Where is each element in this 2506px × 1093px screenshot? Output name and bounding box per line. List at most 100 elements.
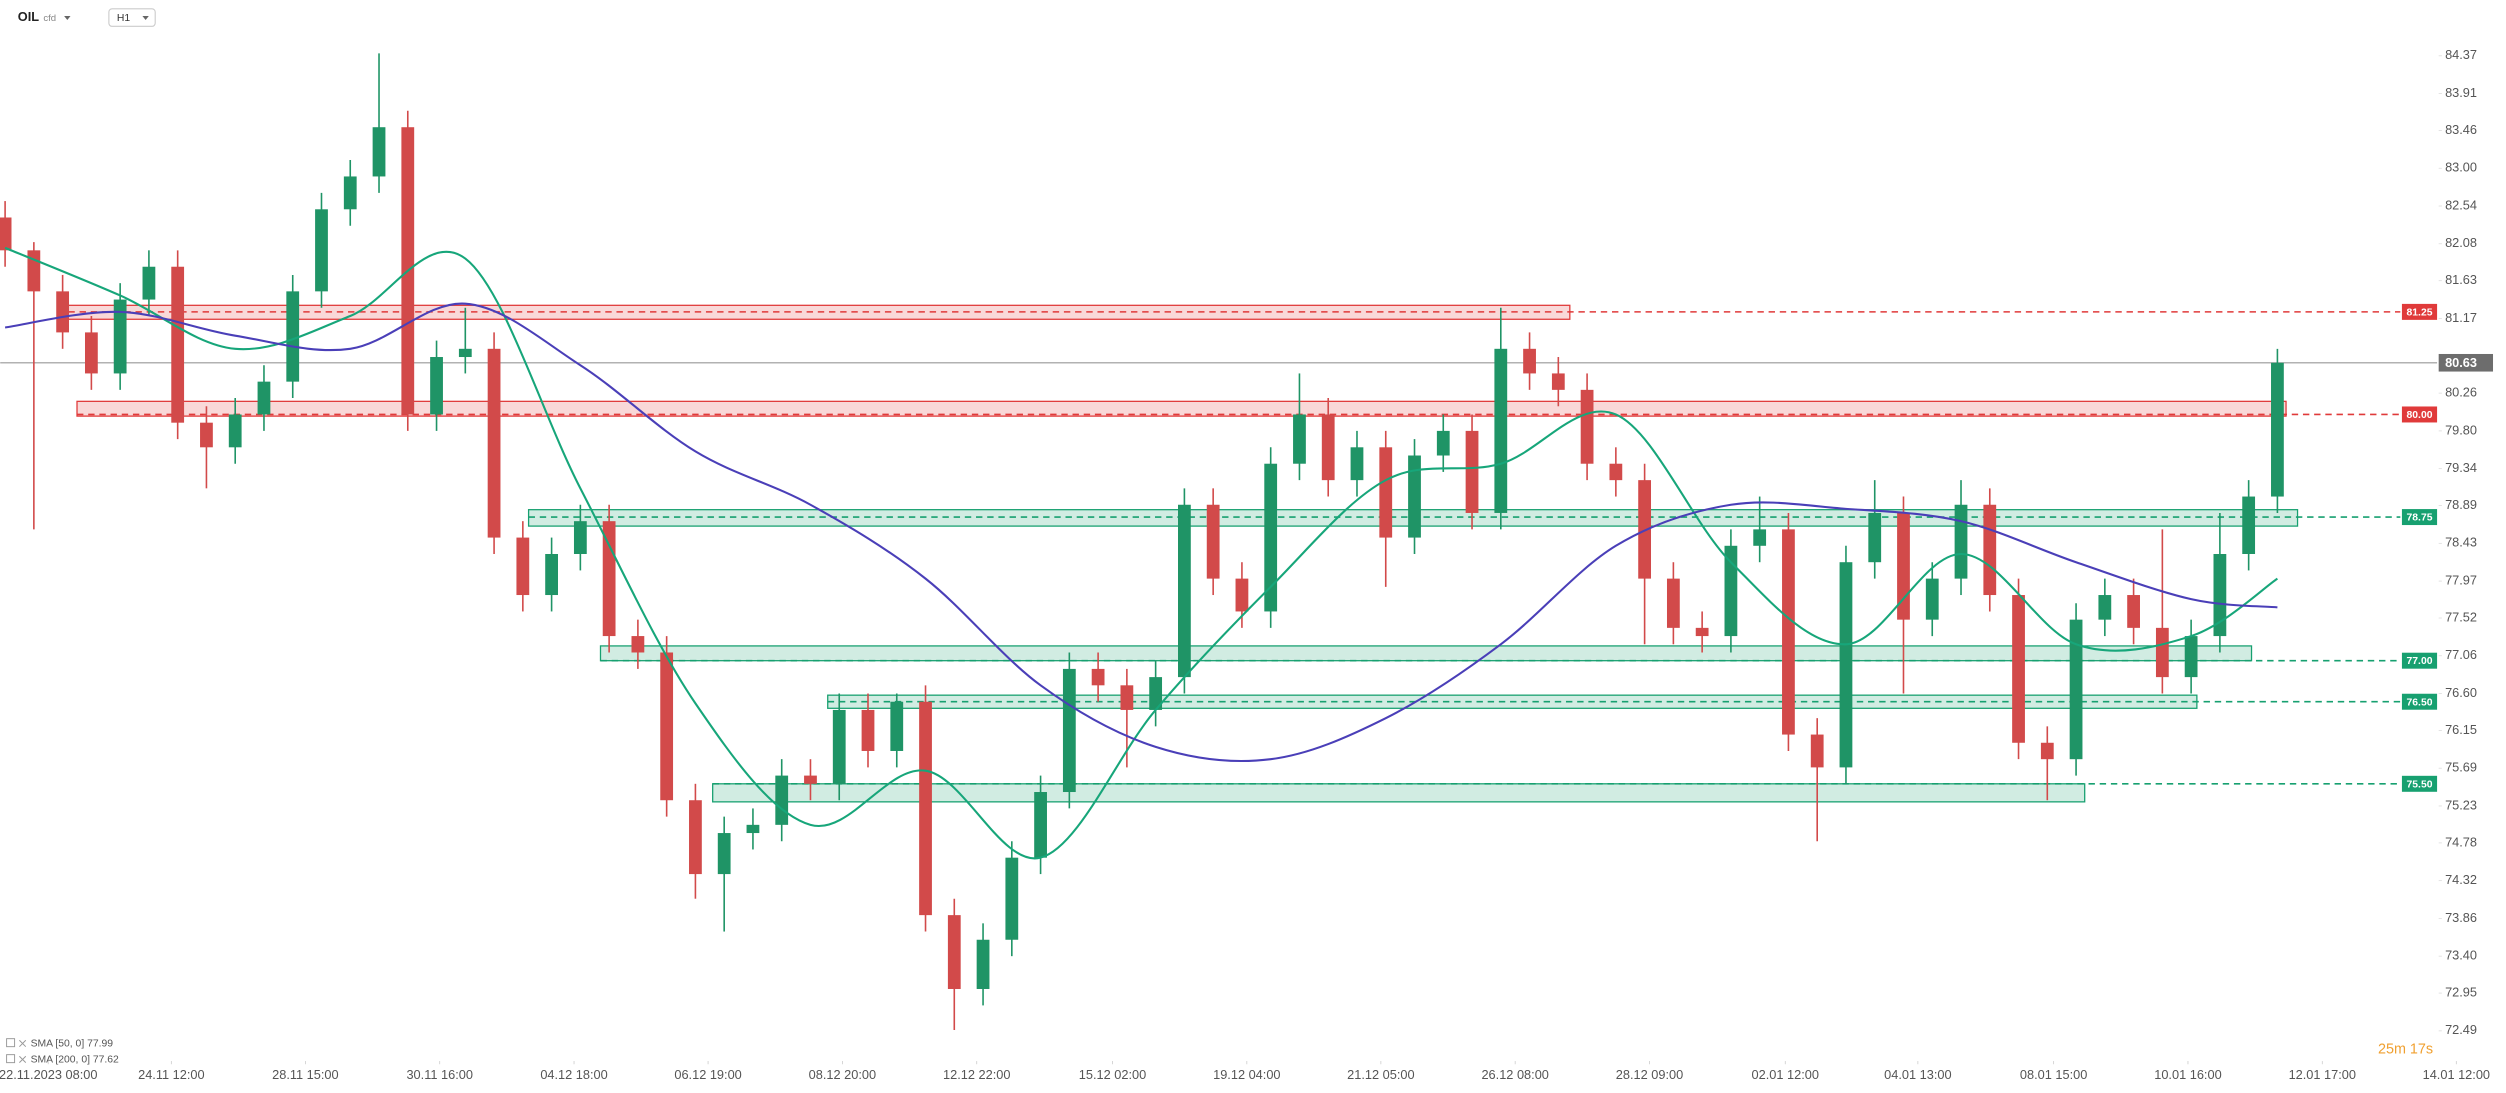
candle-body [573, 521, 587, 554]
y-tick-label: 74.32 [2445, 872, 2477, 887]
candle-body [2098, 595, 2112, 620]
candle-body [1465, 430, 1479, 513]
y-tick-label: 73.40 [2445, 948, 2477, 963]
y-tick-label: 80.26 [2445, 385, 2477, 400]
y-tick-label: 76.60 [2445, 685, 2477, 700]
candle-body [861, 709, 875, 751]
timeframe-dropdown-arrow[interactable] [142, 15, 149, 20]
candle-body [2127, 595, 2140, 628]
candle-body [2155, 627, 2169, 678]
y-tick-label: 72.95 [2445, 984, 2477, 999]
candle-body [1005, 857, 1019, 940]
y-tick-label: 83.91 [2445, 85, 2477, 100]
level-label: 78.75 [2407, 513, 2433, 524]
x-tick-label: 08.01 15:00 [2020, 1067, 2087, 1082]
candle-body [1551, 373, 1565, 390]
candle-body [804, 775, 817, 784]
candle-body [2184, 636, 2198, 678]
timeframe[interactable]: H1 [117, 13, 130, 24]
y-tick-label: 83.00 [2445, 160, 2477, 175]
candle-body [717, 833, 731, 875]
legend-icon [6, 1054, 16, 1064]
header: OIL cfd H1 [18, 8, 156, 27]
candle-body [1149, 677, 1163, 710]
x-tick-label: 08.12 20:00 [809, 1067, 876, 1082]
x-tick-label: 06.12 19:00 [674, 1067, 741, 1082]
x-tick-label: 15.12 02:00 [1079, 1067, 1146, 1082]
candle-body [516, 537, 530, 596]
y-tick-label: 81.17 [2445, 310, 2477, 325]
y-tick-label: 74.78 [2445, 834, 2477, 849]
candle-body [200, 422, 213, 448]
candle-body [775, 775, 789, 825]
x-tick-label: 04.12 18:00 [540, 1067, 607, 1082]
candle-body [1724, 545, 1738, 637]
candle-body [2012, 595, 2025, 743]
x-tick-label: 26.12 08:00 [1481, 1067, 1548, 1082]
level-label-box [2401, 406, 2438, 423]
y-tick-label: 82.54 [2445, 197, 2477, 212]
legend-value: 77.62 [93, 1054, 119, 1065]
candle-body [1436, 430, 1450, 456]
symbol-dropdown-arrow[interactable] [64, 15, 71, 20]
level-label: 80.00 [2407, 410, 2433, 421]
countdown: 25m 17s [2378, 1042, 2433, 1058]
y-tick-label: 72.49 [2445, 1022, 2477, 1037]
candle-body [1408, 455, 1421, 538]
level-label-box [2401, 303, 2438, 320]
candle-body [84, 332, 98, 374]
candle-body [171, 266, 185, 423]
y-tick-label: 76.15 [2445, 722, 2477, 737]
candle-body [947, 915, 961, 989]
candle-body [746, 824, 760, 834]
x-tick-label: 12.01 17:00 [2289, 1067, 2356, 1082]
candle-body [1379, 447, 1393, 538]
candle-body [1062, 668, 1076, 793]
candle-body [890, 701, 904, 751]
candle-body [458, 348, 472, 358]
level-label-box [2401, 509, 2438, 526]
candle-body [1523, 348, 1536, 374]
candle-body [430, 357, 443, 415]
y-tick-label: 84.37 [2445, 47, 2477, 62]
candle-body [832, 709, 846, 784]
candle-body [1034, 792, 1047, 858]
y-tick-label: 75.69 [2445, 760, 2477, 775]
plot-area: 84.37 83.91 83.46 83.00 82.54 82.08 81.63 81.17… [0, 47, 2490, 1082]
y-tick-label: 81.63 [2445, 272, 2477, 287]
x-tick-label: 12.12 22:00 [943, 1067, 1010, 1082]
candle-body [689, 800, 702, 875]
candle-body [2069, 619, 2083, 760]
candle-body [1954, 504, 1968, 579]
candle-body [286, 291, 300, 382]
y-tick-label: 82.08 [2445, 235, 2477, 250]
candle-body [1321, 414, 1335, 481]
candle-body [660, 652, 674, 801]
instrument-type: cfd [43, 13, 56, 24]
x-tick-label: 28.12 09:00 [1616, 1067, 1683, 1082]
y-tick-label: 83.46 [2445, 122, 2477, 137]
legend-icon [6, 1038, 16, 1048]
y-tick-label: 78.43 [2445, 535, 2477, 550]
candle-body [0, 217, 12, 251]
candle-body [1810, 734, 1824, 768]
candle-body [2213, 553, 2227, 637]
candle-body [487, 348, 501, 538]
candle-body [1494, 348, 1508, 513]
candle-body [976, 939, 990, 989]
y-tick-label: 75.23 [2445, 797, 2477, 812]
level-label: 76.50 [2407, 697, 2433, 708]
timeframe-selector[interactable] [108, 8, 156, 27]
candle-body [1206, 504, 1220, 579]
zone [712, 783, 2086, 803]
candle-body [1666, 578, 1680, 628]
candle-body [2242, 496, 2256, 554]
sma-line [4, 302, 2278, 763]
candle-body [1350, 447, 1364, 481]
x-tick-label: 02.01 12:00 [1752, 1067, 1819, 1082]
candle-body [1609, 463, 1623, 481]
legend-entry: SMA [200, 0] 77.62 [31, 1054, 119, 1065]
symbol: OIL [18, 9, 39, 24]
